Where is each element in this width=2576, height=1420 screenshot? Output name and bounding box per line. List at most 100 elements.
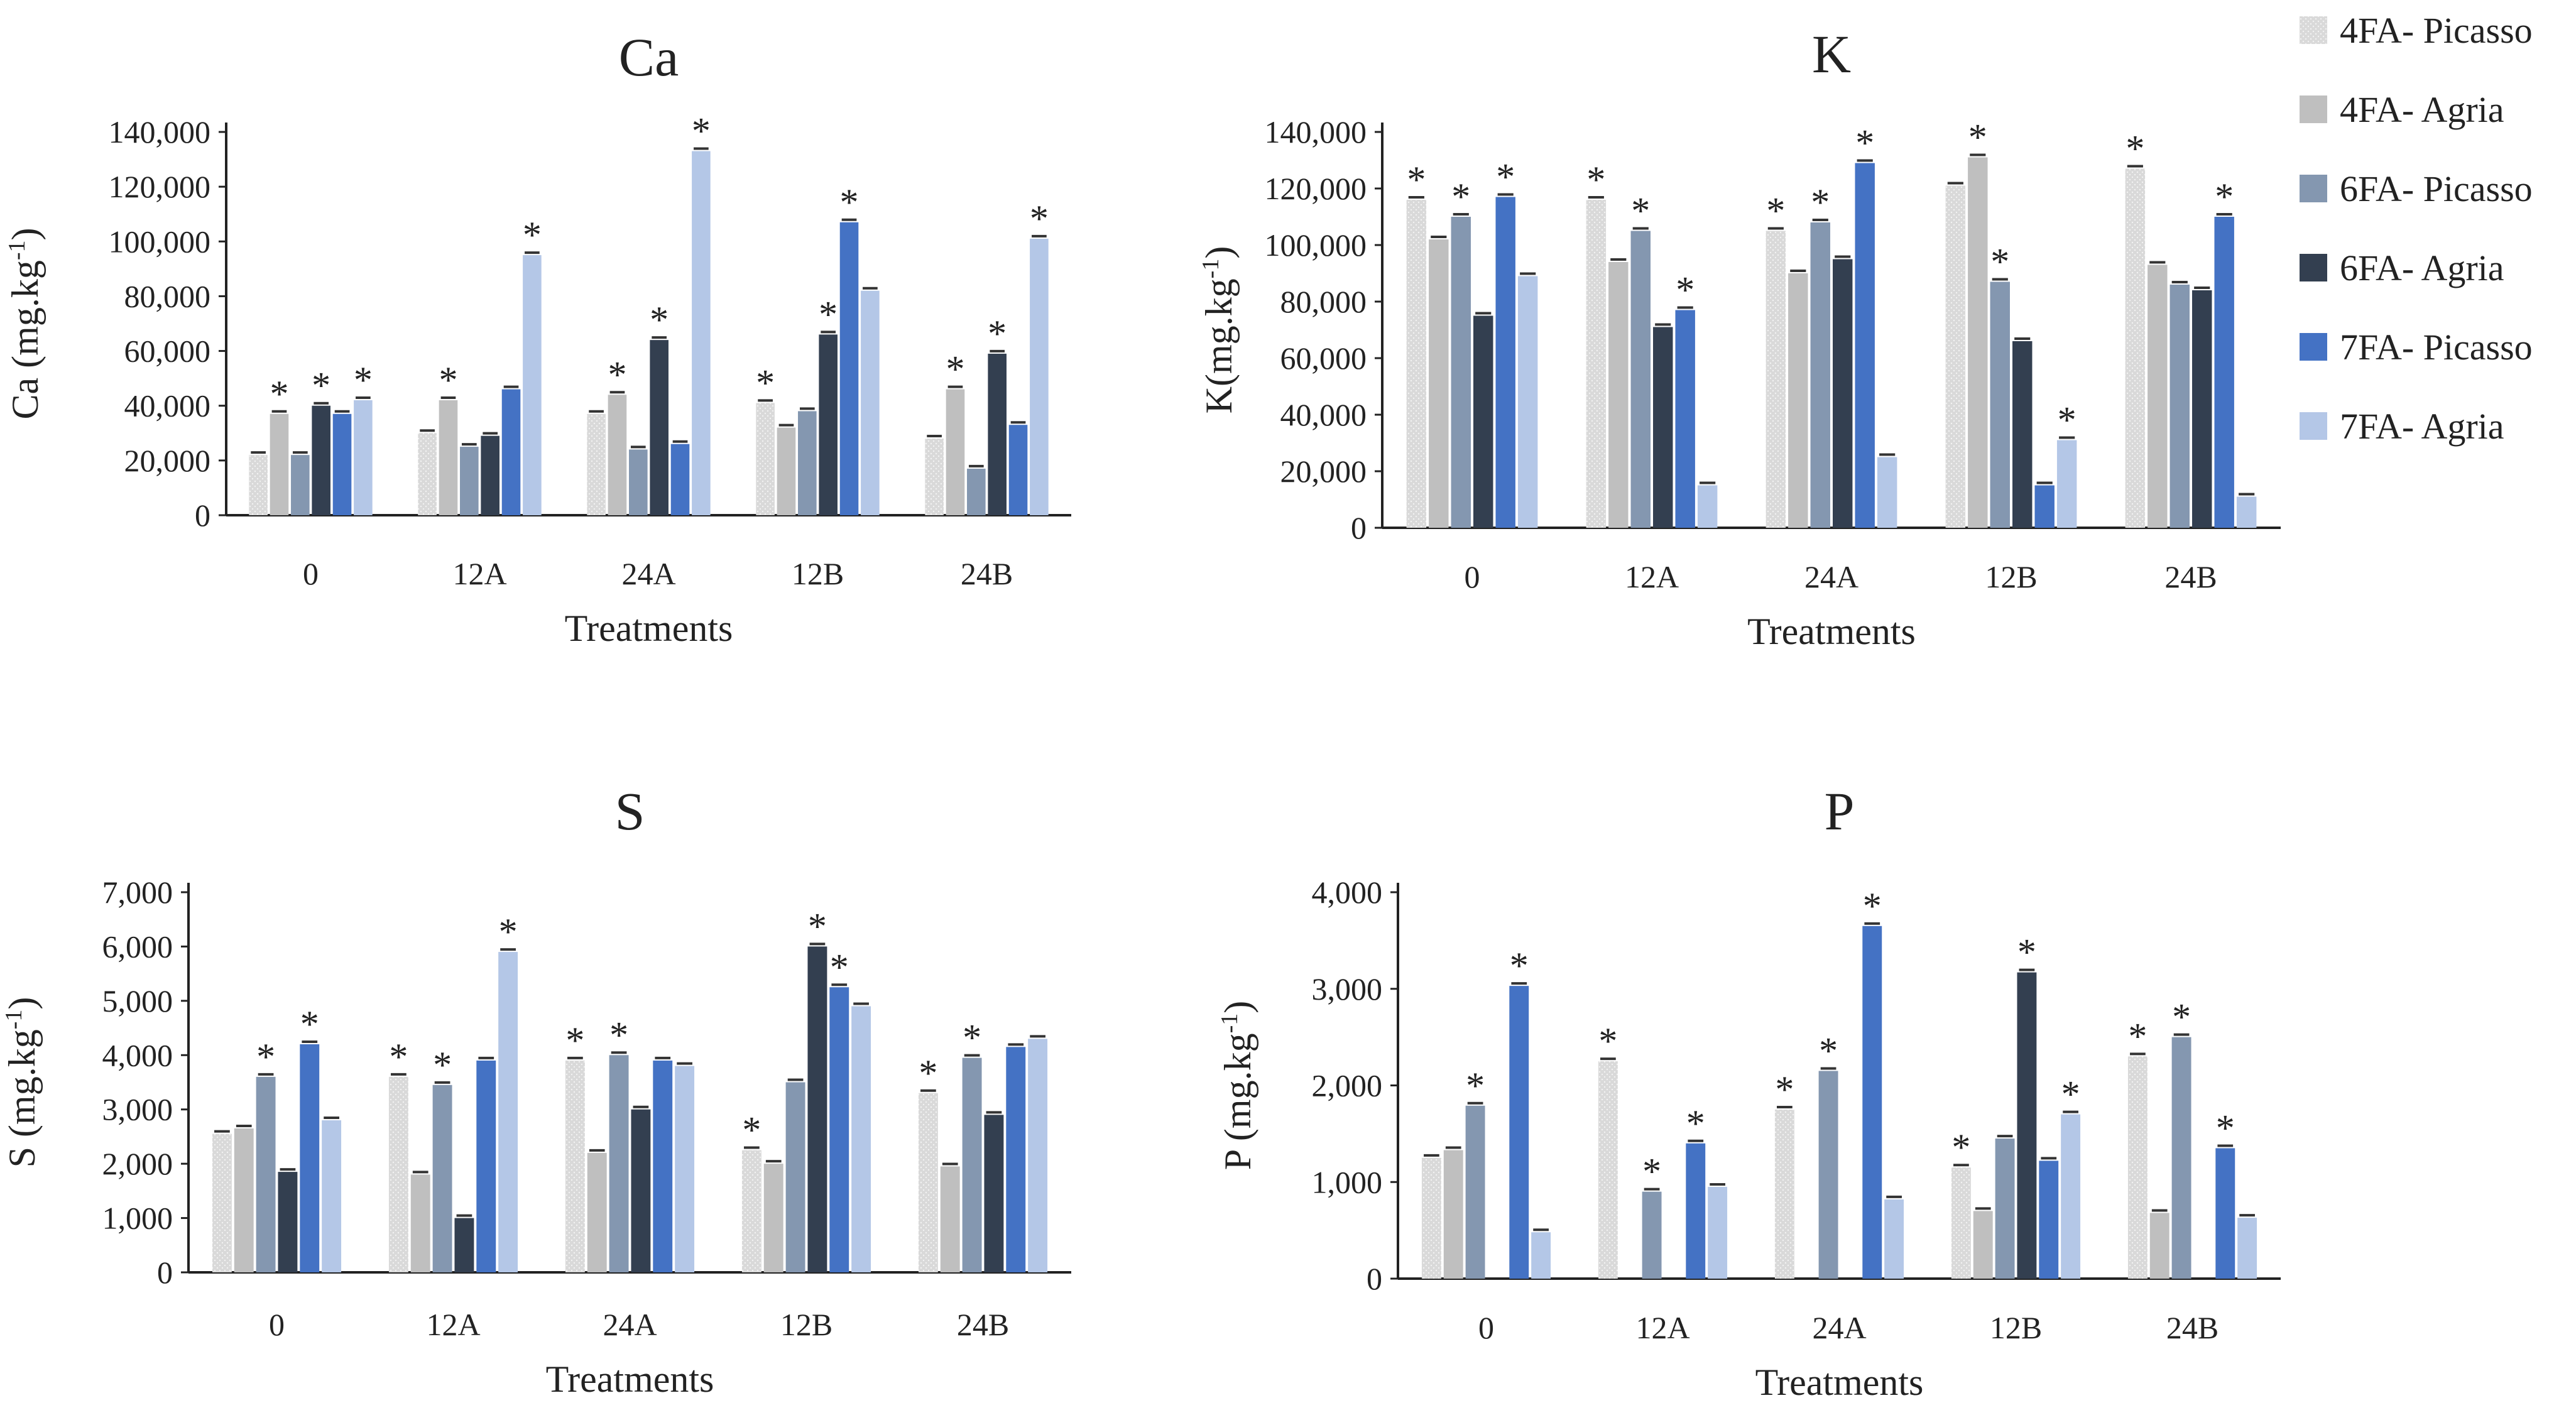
- bar-ca-24a-s6: [692, 151, 711, 515]
- x-tick-label: 12B: [780, 1307, 832, 1342]
- y-tick-label: 20,000: [1280, 454, 1367, 489]
- x-tick-label: 12A: [1625, 559, 1679, 594]
- bar-p-24a-s5: [1862, 926, 1882, 1279]
- significance-star: *: [1407, 159, 1426, 200]
- y-tick-label: 40,000: [1280, 397, 1367, 432]
- significance-star: *: [1631, 190, 1650, 232]
- bar-k-0-s6: [1517, 276, 1538, 528]
- bar-p-12b-s4: [2017, 972, 2037, 1279]
- x-tick-label: 24B: [2166, 1310, 2219, 1345]
- legend-swatch: [2300, 412, 2327, 440]
- significance-star: *: [1451, 176, 1470, 217]
- y-tick-label: 2,000: [1312, 1068, 1383, 1103]
- chart-ca: Ca 0 20,000 40,000 60,000 80,000 100,000 120,00…: [4, 27, 1071, 649]
- y-tick-label: 140,000: [109, 114, 211, 150]
- bar-p-12b-s6: [2061, 1114, 2081, 1279]
- significance-star: *: [2215, 176, 2234, 217]
- bar-k-12b-s1: [1945, 185, 1966, 528]
- bar-ca-24b-s4: [988, 353, 1007, 515]
- bar-ca-12b-s2: [777, 427, 796, 515]
- bar-s-12a-s2: [410, 1174, 430, 1272]
- x-tick-label: 12A: [426, 1307, 480, 1342]
- bar-s-24b-s5: [1006, 1047, 1026, 1272]
- bar-ca-24a-s2: [608, 395, 627, 515]
- significance-star: *: [256, 1036, 275, 1078]
- bar-s-24a-s5: [653, 1060, 673, 1272]
- bar-ca-24b-s6: [1030, 238, 1049, 515]
- significance-star: *: [2216, 1107, 2235, 1149]
- y-tick-label: 3,000: [102, 1092, 173, 1127]
- significance-star: *: [1586, 159, 1605, 200]
- bar-k-12a-s4: [1653, 327, 1673, 528]
- y-tick-label: 120,000: [1265, 171, 1367, 206]
- legend: 4FA- Picasso 4FA- Agria 6FA- Picasso 6FA- A…: [2300, 10, 2533, 447]
- bar-ca-12a-s6: [523, 255, 542, 515]
- bar-p-24a-s1: [1774, 1109, 1794, 1279]
- chart-k: K 0 20,000 40,000 60,000 80,000 100,000 120,000…: [1198, 24, 2281, 652]
- x-tick-label: 12A: [1635, 1310, 1689, 1345]
- significance-star: *: [1598, 1020, 1617, 1062]
- bar-ca-24b-s1: [925, 439, 944, 515]
- significance-star: *: [1990, 241, 2009, 283]
- y-tick-label: 120,000: [109, 169, 211, 204]
- significance-star: *: [1030, 198, 1049, 239]
- chart-title-k: K: [1812, 24, 1851, 84]
- bar-ca-0-s6: [354, 400, 373, 515]
- significance-star: *: [963, 1017, 981, 1059]
- significance-star: *: [1951, 1127, 1970, 1168]
- legend-swatch: [2300, 16, 2327, 44]
- y-tick-label: 140,000: [1265, 114, 1367, 150]
- legend-label: 7FA- Agria: [2340, 406, 2504, 447]
- legend-label: 7FA- Picasso: [2340, 327, 2533, 368]
- bar-s-24a-s3: [609, 1055, 629, 1272]
- chart-title-ca: Ca: [619, 27, 679, 87]
- significance-star: *: [2061, 1074, 2080, 1115]
- x-tick-label: 0: [1478, 1310, 1494, 1345]
- bar-p-24a-s6: [1884, 1199, 1904, 1279]
- significance-star: *: [1819, 1030, 1838, 1071]
- bar-s-12a-s6: [498, 952, 518, 1272]
- x-tick-label: 12B: [792, 556, 844, 591]
- significance-star: *: [840, 182, 859, 223]
- bar-ca-0-s3: [291, 455, 310, 515]
- bar-ca-12b-s1: [756, 403, 775, 515]
- significance-star: *: [1642, 1151, 1661, 1193]
- bar-s-0-s2: [234, 1128, 254, 1272]
- bar-s-24a-s2: [587, 1152, 607, 1272]
- x-tick-label: 24B: [961, 556, 1013, 591]
- bar-k-12b-s3: [1990, 281, 2010, 528]
- y-tick-label: 0: [1367, 1261, 1382, 1296]
- bar-p-0-s2: [1443, 1150, 1463, 1279]
- significance-star: *: [609, 1014, 628, 1056]
- significance-star: *: [523, 214, 542, 256]
- bar-s-12b-s4: [807, 946, 827, 1272]
- bar-s-0-s6: [322, 1120, 342, 1272]
- bar-s-24b-s3: [962, 1057, 982, 1272]
- bar-k-12a-s1: [1586, 200, 1607, 528]
- legend-swatch: [2300, 96, 2327, 123]
- bar-p-0-s6: [1531, 1232, 1551, 1279]
- bar-ca-0-s4: [312, 405, 330, 515]
- significance-star: *: [2172, 997, 2191, 1038]
- x-tick-label: 12B: [1985, 559, 2037, 594]
- bar-k-24b-s5: [2214, 217, 2234, 528]
- significance-star: *: [946, 349, 964, 390]
- bar-k-24a-s6: [1877, 457, 1897, 528]
- x-tick-label: 12B: [1990, 1310, 2042, 1345]
- x-tick-label: 24A: [1812, 1310, 1866, 1345]
- bar-s-12a-s4: [454, 1218, 474, 1272]
- x-axis-title: Treatments: [546, 1358, 714, 1400]
- x-tick-label: 0: [1465, 559, 1480, 594]
- bar-k-24a-s2: [1788, 273, 1808, 528]
- chart-s: S 0 1,000 2,000 3,000 4,000 5,000 6,000 7,000 S (…: [1, 781, 1071, 1400]
- bar-k-12b-s2: [1968, 157, 1988, 528]
- bar-p-24b-s3: [2171, 1037, 2191, 1279]
- y-tick-label: 4,000: [102, 1037, 173, 1073]
- bar-p-12b-s5: [2039, 1161, 2059, 1279]
- y-tick-label: 1,000: [102, 1201, 173, 1236]
- bar-s-0-s1: [212, 1133, 232, 1272]
- significance-star: *: [742, 1110, 761, 1151]
- significance-star: *: [650, 299, 669, 341]
- significance-star: *: [1676, 270, 1695, 311]
